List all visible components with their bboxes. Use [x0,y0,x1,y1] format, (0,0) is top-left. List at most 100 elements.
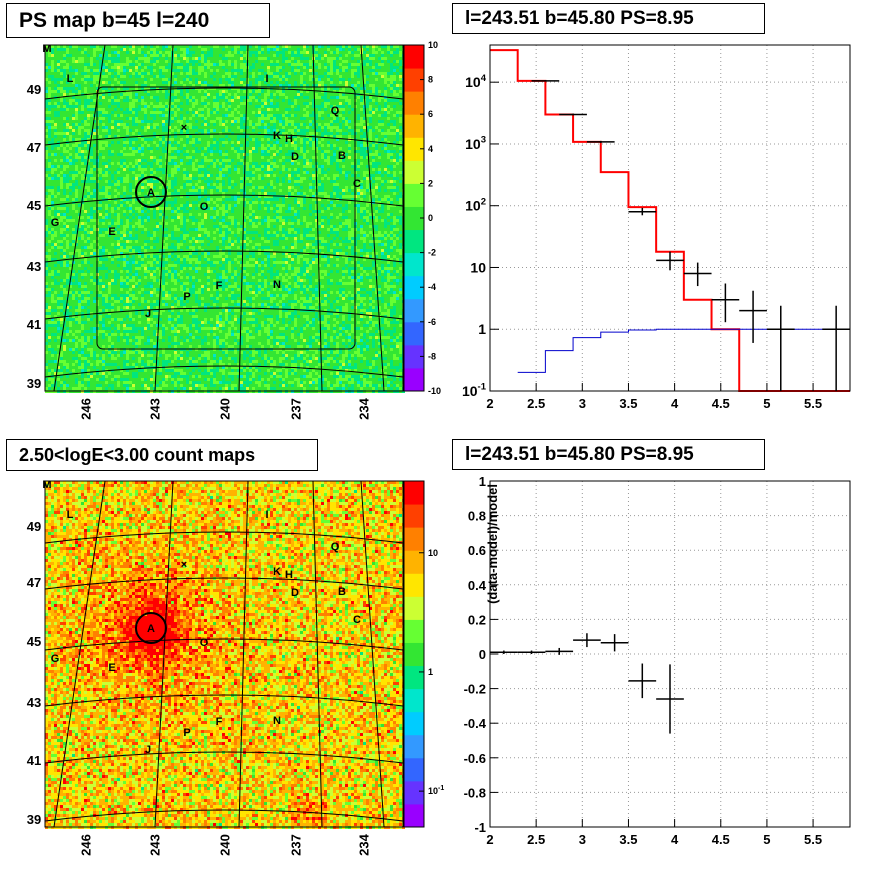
colorbar-band [404,711,424,736]
data-point [711,283,740,323]
latitude-line [44,87,404,100]
source-label-F: F [216,280,223,292]
y-tick-label: 49 [27,82,41,97]
latitude-line [44,577,404,590]
y-tick-label: -0.6 [464,751,486,766]
source-label-K: K [273,566,281,578]
source-label-N: N [273,279,281,291]
map-grid [44,480,404,828]
y-tick-label: 45 [27,634,41,649]
longitude-line [238,44,249,392]
y-tick-label: -0.2 [464,682,486,697]
data-point [656,251,684,271]
source-label-L: L [67,509,74,521]
y-tick-label: 49 [27,519,41,534]
colorbar-band [404,550,424,574]
colorbar-label: 10 [428,40,438,50]
x-tick-label: 5 [763,832,770,847]
longitude-line [154,480,174,828]
source-label-Q: Q [331,541,340,553]
y-tick-label: 1 [479,474,486,489]
source-label-D: D [291,587,299,599]
colorbar-frame [403,480,425,828]
source-label-N: N [273,715,281,727]
source-label-E: E [108,226,115,238]
longitude-line [312,44,323,392]
source-label-G: G [51,653,60,665]
data-point [531,80,560,82]
y-axis-label: (data-model)/model [485,484,500,604]
x-tick-label: 243 [147,834,162,856]
spectrum-title: l=243.51 b=45.80 PS=8.95 [452,3,765,34]
residual-point [517,650,546,654]
longitude-line [154,44,174,392]
source-label-C: C [353,178,361,190]
y-tick-label: 0.8 [468,509,486,524]
colorbar-band [404,298,424,323]
latitude-line [44,531,404,544]
source-label-F: F [216,716,223,728]
y-tick-label: 43 [27,259,41,274]
colorbar-band [404,114,424,138]
map-frame [44,44,404,392]
source-label-B: B [338,586,346,598]
y-tick-label: 0 [479,647,486,662]
colorbar-label: 2 [428,178,433,188]
data-point [739,290,767,343]
map-frame [44,480,404,828]
source-label-K: K [273,130,281,142]
colorbar-band [404,688,424,713]
colorbar-band [404,619,424,643]
x-tick-label: 5 [763,396,770,411]
colorbar-band [404,780,424,805]
x-tick-label: 237 [288,398,303,420]
x-tick-label: 2 [486,832,493,847]
x-tick-label: 4 [671,396,679,411]
colorbar-band [404,757,424,782]
count-map-title: 2.50<logE<3.00 count maps [6,439,318,471]
longitude-line [360,44,385,392]
x-tick-label: 237 [288,834,303,856]
colorbar-band [404,642,424,667]
source-circle-A [135,612,167,644]
colorbar-band [404,596,424,620]
residual-point [628,663,657,699]
y-tick-label: 43 [27,695,41,710]
marker-x: × [181,122,187,134]
residual-point [573,633,601,648]
y-tick-label: 39 [27,812,41,827]
data-point [766,305,795,391]
colorbar-band [404,734,424,759]
colorbar-band [404,275,424,300]
y-tick-label: 10 [470,259,486,275]
ps-map-title: PS map b=45 l=240 [6,3,270,38]
x-axis-labels: 246 243 240 237 234 [78,397,371,419]
source-label-E: E [108,662,115,674]
colorbar-band [404,803,424,828]
colorbar-band [404,45,424,69]
colorbar-label: 0 [428,213,433,223]
marker-x: × [181,559,187,571]
colorbar-label: 1 [428,667,433,677]
data-point [559,113,587,116]
x-tick-label: 5.5 [804,396,822,411]
x-tick-label: 2.5 [527,396,545,411]
x-tick-label: 4.5 [712,832,730,847]
colorbar-band [404,229,424,254]
source-labels: M L I Q K HD B C A O G E P F N J [42,479,361,756]
y-tick-label: 47 [27,140,41,155]
latitude-line [44,194,404,207]
plot-frame [489,44,851,392]
y-tick-label: 10-1 [462,382,487,399]
source-label-J: J [145,744,151,756]
data-point [683,262,712,287]
y-tick-label: -0.4 [464,716,487,731]
x-tick-label: 234 [356,833,371,855]
colorbar-band [404,137,424,161]
model-total-line [490,49,850,392]
y-tick-label: 0.2 [468,612,486,627]
residual-point [490,650,518,654]
longitude-line [360,480,385,828]
x-tick-label: 3.5 [619,396,637,411]
